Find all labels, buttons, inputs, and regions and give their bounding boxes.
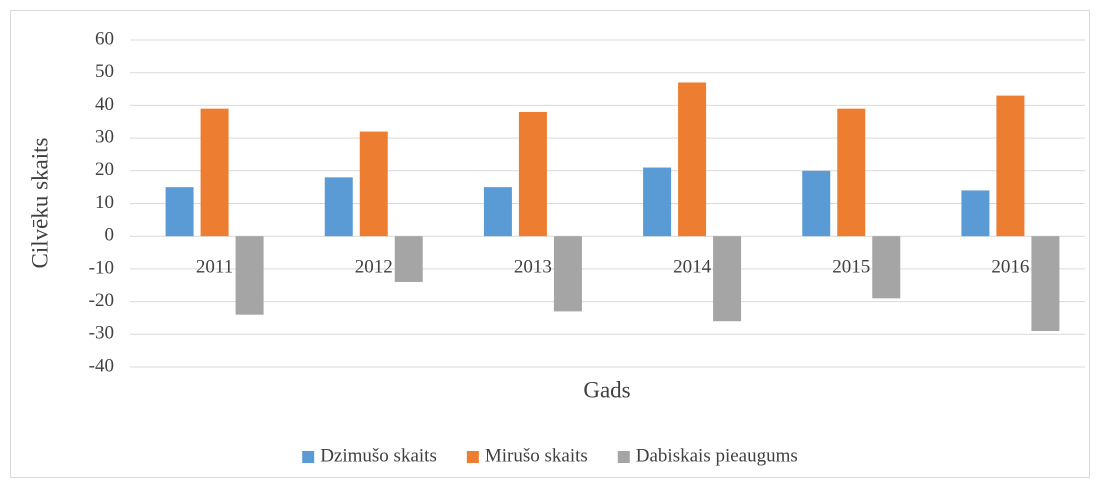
legend-label: Dzimušo skaits — [320, 445, 437, 466]
chart-border — [10, 10, 1090, 478]
legend-swatch — [466, 451, 479, 463]
bar — [678, 82, 707, 237]
y-tick-label: 40 — [95, 94, 114, 115]
bar — [394, 236, 423, 282]
y-tick-label: 50 — [95, 61, 114, 82]
x-tick-label: 2015 — [832, 257, 870, 278]
bar — [324, 177, 353, 237]
y-tick-label: 10 — [95, 192, 114, 213]
bar — [996, 95, 1025, 237]
y-tick-label: 60 — [95, 28, 114, 49]
x-tick-label: 2012 — [355, 257, 393, 278]
y-tick-label: 30 — [95, 126, 114, 147]
x-tick-label: 2011 — [196, 257, 233, 278]
bar — [359, 131, 388, 237]
bar — [483, 187, 512, 237]
x-tick-label: 2016 — [991, 257, 1029, 278]
bar — [1031, 236, 1060, 332]
x-axis-title: Gads — [583, 377, 630, 402]
bar — [872, 236, 901, 299]
x-tick-label: 2013 — [514, 257, 552, 278]
y-tick-label: -20 — [89, 290, 114, 311]
y-tick-label: -30 — [89, 323, 114, 344]
bar — [961, 190, 990, 237]
y-axis-title: Cilvēku skaits — [27, 137, 52, 268]
bar — [837, 108, 866, 237]
y-tick-label: -40 — [89, 355, 114, 376]
legend-label: Mirušo skaits — [485, 445, 588, 466]
bar — [235, 236, 264, 315]
bar — [553, 236, 582, 312]
bar — [643, 167, 672, 237]
bar — [802, 170, 831, 237]
bar — [713, 236, 742, 322]
legend-label: Dabiskais pieaugums — [636, 445, 798, 466]
y-tick-label: -10 — [89, 257, 114, 278]
bar — [518, 111, 547, 237]
bar — [165, 187, 194, 237]
x-tick-label: 2014 — [673, 257, 712, 278]
legend-swatch — [617, 451, 630, 463]
bar — [200, 108, 229, 237]
legend-swatch — [302, 451, 315, 463]
y-tick-label: 20 — [95, 159, 114, 180]
y-tick-label: 0 — [105, 225, 115, 246]
